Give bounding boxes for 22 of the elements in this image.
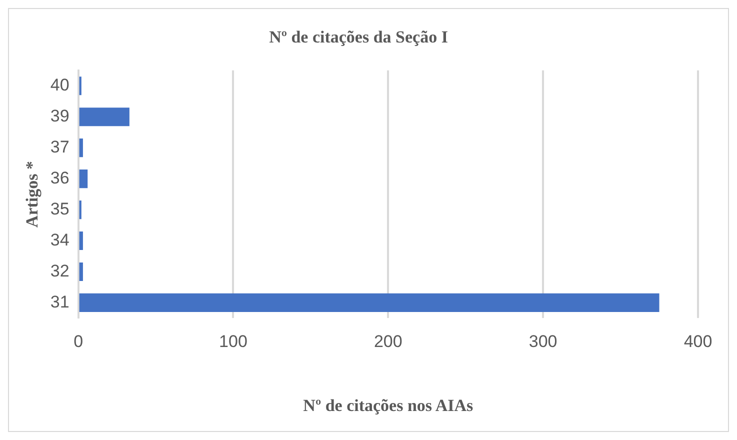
x-tick-label: 100 [219, 332, 248, 352]
y-tick-label: 35 [50, 199, 70, 218]
x-axis-title: Nº de citações nos AIAs [303, 396, 474, 416]
y-tick-label: 36 [50, 168, 70, 188]
x-tick-label: 200 [374, 332, 402, 352]
bar [79, 108, 130, 126]
bar [79, 170, 88, 188]
bar [79, 262, 83, 282]
x-tick-label: 300 [528, 332, 558, 352]
bar [79, 138, 83, 158]
x-tick-label: 400 [684, 332, 712, 352]
y-axis-title: Artigos * [22, 161, 42, 228]
y-tick-label: 32 [50, 261, 70, 280]
y-tick-label: 39 [50, 106, 70, 126]
chart-title: Nº de citações da Seção I [269, 28, 448, 47]
y-tick-label: 37 [50, 138, 70, 157]
bar [79, 231, 83, 250]
y-tick-label: 31 [50, 292, 70, 312]
y-tick-label: 40 [50, 76, 70, 95]
x-tick-label: 0 [74, 332, 84, 352]
bar [79, 293, 660, 312]
y-tick-label: 34 [50, 230, 70, 250]
